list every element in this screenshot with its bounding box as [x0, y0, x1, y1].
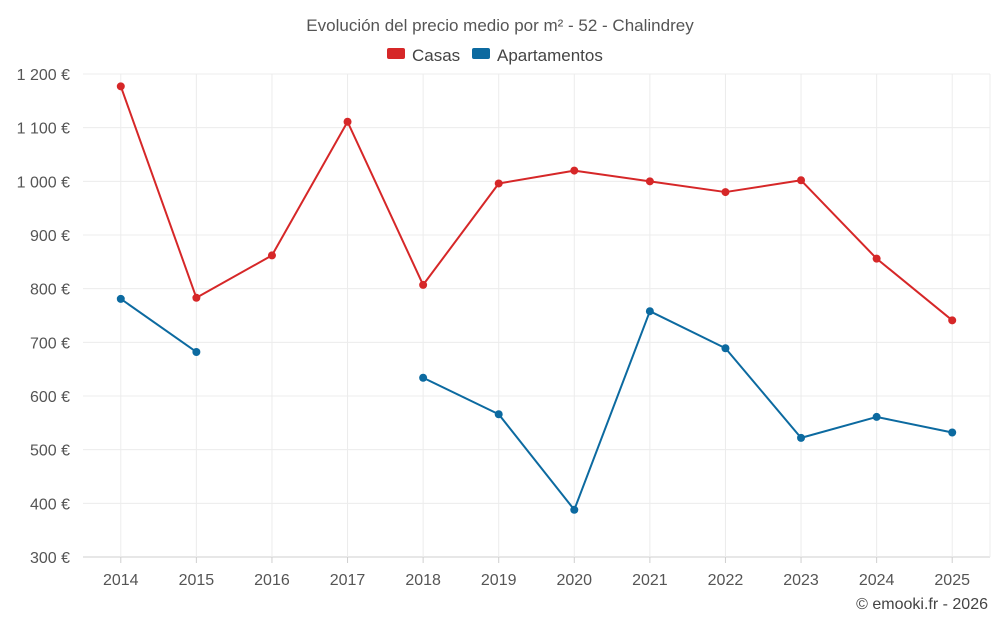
- series-casas: [116, 82, 957, 325]
- x-tick-label: 2016: [254, 572, 290, 589]
- grid: [83, 73, 991, 558]
- data-point-apartamentos[interactable]: [645, 307, 654, 316]
- x-tick-label: 2017: [330, 572, 366, 589]
- data-point-casas[interactable]: [948, 316, 957, 325]
- data-point-apartamentos[interactable]: [494, 410, 503, 419]
- data-point-casas[interactable]: [872, 254, 881, 263]
- data-point-apartamentos[interactable]: [419, 373, 428, 382]
- data-point-casas[interactable]: [419, 280, 428, 289]
- x-tick-label: 2015: [179, 572, 215, 589]
- data-point-casas[interactable]: [116, 82, 125, 91]
- series-line-apartamentos: [120, 298, 197, 353]
- y-tick-label: 300 €: [30, 550, 70, 567]
- legend: Casas Apartamentos: [387, 46, 603, 65]
- legend-label-apartamentos: Apartamentos: [497, 46, 603, 65]
- y-tick-label: 700 €: [30, 335, 70, 352]
- x-tick-label: 2018: [405, 572, 441, 589]
- y-tick-label: 1 200 €: [17, 67, 70, 84]
- data-point-apartamentos[interactable]: [797, 433, 806, 442]
- data-point-apartamentos[interactable]: [192, 347, 201, 356]
- x-tick-label: 2019: [481, 572, 517, 589]
- x-tick-label: 2020: [556, 572, 592, 589]
- data-point-apartamentos[interactable]: [872, 412, 881, 421]
- y-tick-label: 1 000 €: [17, 174, 70, 191]
- legend-item-casas[interactable]: Casas: [387, 46, 460, 65]
- data-point-casas[interactable]: [192, 293, 201, 302]
- data-point-casas[interactable]: [343, 117, 352, 126]
- data-point-casas[interactable]: [645, 177, 654, 186]
- data-point-casas[interactable]: [494, 179, 503, 188]
- legend-item-apartamentos[interactable]: Apartamentos: [472, 46, 603, 65]
- x-tick-label: 2021: [632, 572, 668, 589]
- series: [116, 82, 957, 514]
- legend-swatch-casas: [387, 48, 405, 59]
- legend-label-casas: Casas: [412, 46, 460, 65]
- y-tick-label: 800 €: [30, 282, 70, 299]
- data-point-apartamentos[interactable]: [570, 505, 579, 514]
- data-point-apartamentos[interactable]: [721, 344, 730, 353]
- data-point-casas[interactable]: [721, 188, 730, 197]
- chart-title: Evolución del precio medio por m² - 52 -…: [306, 16, 694, 35]
- credit-text: © emooki.fr - 2026: [856, 596, 988, 613]
- x-tick-label: 2022: [708, 572, 744, 589]
- data-point-apartamentos[interactable]: [948, 428, 957, 437]
- series-line-apartamentos: [422, 310, 953, 511]
- y-tick-label: 500 €: [30, 443, 70, 460]
- y-tick-label: 900 €: [30, 228, 70, 245]
- legend-swatch-apartamentos: [472, 48, 490, 59]
- data-point-casas[interactable]: [267, 251, 276, 260]
- x-tick-label: 2023: [783, 572, 819, 589]
- series-apartamentos: [116, 294, 957, 514]
- series-line-casas: [119, 86, 953, 322]
- data-point-casas[interactable]: [570, 166, 579, 175]
- y-tick-label: 1 100 €: [17, 121, 70, 138]
- y-tick-label: 400 €: [30, 496, 70, 513]
- y-tick-label: 600 €: [30, 389, 70, 406]
- data-point-apartamentos[interactable]: [116, 294, 125, 303]
- x-tick-label: 2024: [859, 572, 895, 589]
- x-tick-label: 2014: [103, 572, 139, 589]
- x-tick-label: 2025: [934, 572, 970, 589]
- data-point-casas[interactable]: [797, 176, 806, 185]
- axes: 300 € 400 € 500 € 600 € 700 € 800 € 900 € 1 000…: [17, 67, 970, 589]
